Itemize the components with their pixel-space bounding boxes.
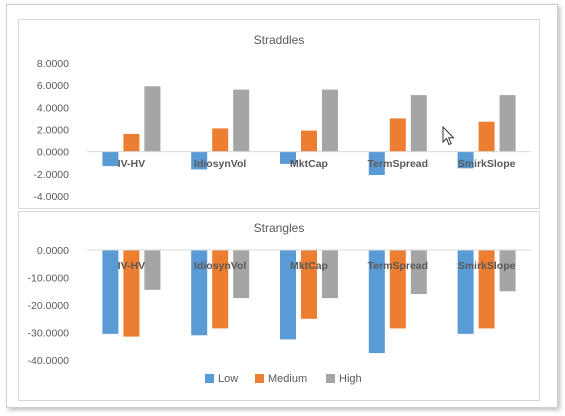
y-tick-label: 4.0000: [37, 102, 69, 114]
y-tick-label: -40.0000: [28, 355, 70, 367]
bar-strangles-high-termspread: [410, 250, 427, 294]
legend-label: High: [339, 373, 362, 385]
bar-strangles-medium-idiosynvol: [212, 250, 229, 329]
strangles-chart: Strangles 0.0000 -10.0000 -20.0000 -30.0000 -…: [28, 221, 531, 385]
y-tick-label: 8.0000: [37, 58, 69, 70]
bar-strangles-medium-mktcap: [301, 250, 317, 319]
bar-straddles-high-termspread: [410, 95, 427, 152]
category-label: SmirkSlope: [458, 260, 516, 272]
bar-strangles-high-mktcap: [322, 250, 338, 299]
category-label: TermSpread: [368, 158, 429, 170]
bar-straddles-high-mktcap: [322, 89, 338, 152]
bar-strangles-high-idiosynvol: [233, 250, 250, 299]
bar-strangles-low-idiosynvol: [191, 250, 208, 336]
chart-title: Straddles: [254, 33, 305, 47]
bar-strangles-high-smirkslope: [499, 250, 516, 292]
y-tick-label: -30.0000: [28, 328, 70, 340]
legend-swatch-high: [326, 374, 335, 383]
bar-straddles-low-idiosynvol: [191, 151, 208, 170]
bar-strangles-high-iv-hv: [144, 250, 161, 290]
bar-strangles-low-mktcap: [280, 250, 296, 340]
category-label: SmirkSlope: [458, 158, 516, 170]
bar-straddles-low-iv-hv: [102, 151, 119, 167]
category-label: IV-HV: [118, 158, 145, 170]
bar-straddles-low-termspread: [368, 151, 385, 175]
bar-straddles-high-idiosynvol: [233, 89, 250, 152]
category-label: TermSpread: [368, 260, 429, 272]
category-label: MktCap: [290, 158, 328, 170]
category-label: IV-HV: [118, 260, 145, 272]
straddles-chart-panel: Straddles 8.0000 6.0000 4.0000 2.0000 0.0000 -…: [18, 19, 540, 209]
legend-swatch-medium: [255, 374, 264, 383]
bar-strangles-medium-smirkslope: [478, 250, 495, 329]
y-tick-label: -4.0000: [33, 191, 69, 203]
bar-straddles-high-iv-hv: [144, 86, 161, 152]
bar-straddles-low-smirkslope: [457, 151, 474, 169]
y-tick-label: -10.0000: [28, 273, 70, 285]
y-tick-label: 6.0000: [37, 80, 69, 92]
y-tick-label: -2.0000: [33, 169, 69, 181]
category-label: IdiosynVol: [194, 260, 246, 272]
mouse-pointer-icon: [442, 126, 455, 146]
strangles-chart-panel: Strangles 0.0000 -10.0000 -20.0000 -30.0000 -…: [18, 211, 540, 401]
y-tick-label: 0.0000: [37, 245, 69, 257]
legend-label: Low: [218, 373, 238, 385]
bar-straddles-high-smirkslope: [499, 95, 516, 152]
bar-strangles-low-iv-hv: [102, 250, 119, 334]
legend-label: Medium: [268, 373, 307, 385]
chart-title: Strangles: [254, 221, 305, 235]
bar-straddles-low-mktcap: [280, 151, 296, 164]
y-tick-label: -20.0000: [28, 300, 70, 312]
bar-strangles-low-smirkslope: [457, 250, 474, 334]
bar-strangles-medium-termspread: [389, 250, 406, 329]
bar-straddles-medium-mktcap: [301, 130, 317, 152]
bar-straddles-medium-idiosynvol: [212, 128, 229, 152]
bar-strangles-medium-iv-hv: [123, 250, 140, 337]
legend-swatch-low: [205, 374, 214, 383]
bar-straddles-medium-iv-hv: [123, 133, 140, 152]
straddles-chart: Straddles 8.0000 6.0000 4.0000 2.0000 0.0000 -…: [33, 33, 531, 203]
bar-straddles-medium-smirkslope: [478, 121, 495, 152]
y-tick-label: 2.0000: [37, 125, 69, 137]
bar-strangles-low-termspread: [368, 250, 385, 354]
bar-straddles-medium-termspread: [389, 118, 406, 152]
y-tick-label: 0.0000: [37, 147, 69, 159]
category-label: MktCap: [290, 260, 328, 272]
category-label: IdiosynVol: [194, 158, 246, 170]
